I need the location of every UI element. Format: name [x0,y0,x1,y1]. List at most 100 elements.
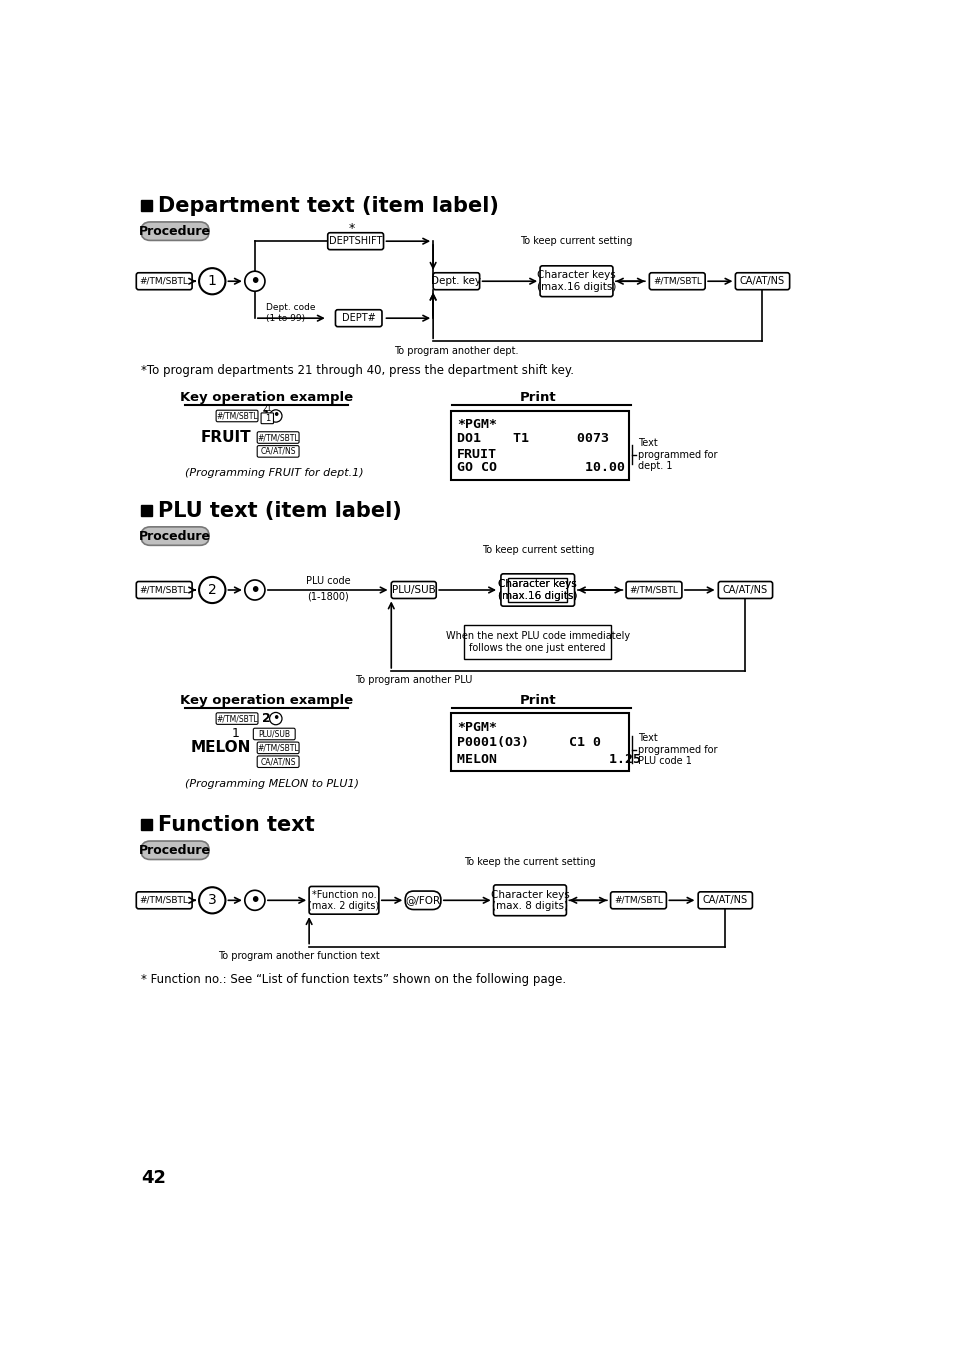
FancyBboxPatch shape [141,840,209,859]
Circle shape [199,888,225,913]
FancyBboxPatch shape [335,310,381,326]
Text: CA/AT/NS: CA/AT/NS [722,585,767,595]
Text: 2: 2 [208,583,216,598]
FancyBboxPatch shape [136,892,192,909]
Text: Function text: Function text [158,815,314,835]
FancyBboxPatch shape [141,223,209,240]
Text: #/TM/SBTL: #/TM/SBTL [652,277,701,286]
Text: #/TM/SBTL: #/TM/SBTL [216,411,257,421]
Text: #/TM/SBTL: #/TM/SBTL [629,585,678,595]
FancyBboxPatch shape [649,272,704,290]
Text: Character keys
(max.16 digits): Character keys (max.16 digits) [497,579,577,600]
Text: Dept. code: Dept. code [266,304,314,312]
Circle shape [245,890,265,911]
Text: *Function no.
(max. 2 digits): *Function no. (max. 2 digits) [308,889,379,911]
FancyBboxPatch shape [257,742,298,754]
FancyBboxPatch shape [261,413,274,424]
Text: MELON: MELON [191,741,251,755]
FancyBboxPatch shape [508,577,567,602]
Text: •: • [272,712,279,726]
Circle shape [270,410,282,422]
Text: Procedure: Procedure [139,225,211,237]
Text: GO CO           10.00: GO CO 10.00 [456,461,624,475]
Text: •: • [272,410,279,422]
Text: MELON              1.25: MELON 1.25 [456,753,640,766]
Text: When the next PLU code immediately
follows the one just entered: When the next PLU code immediately follo… [445,631,629,653]
FancyBboxPatch shape [718,581,772,599]
Text: (Programming FRUIT for dept.1): (Programming FRUIT for dept.1) [185,468,363,479]
Text: Character keys
(max.16 digits): Character keys (max.16 digits) [537,270,616,291]
Text: 2: 2 [261,712,271,726]
Bar [141,819,152,830]
Circle shape [270,712,282,724]
Text: Dept. key: Dept. key [431,277,481,286]
FancyBboxPatch shape [735,272,789,290]
Text: #/TM/SBTL: #/TM/SBTL [257,433,298,442]
FancyBboxPatch shape [328,233,383,250]
Text: PLU code: PLU code [306,576,351,585]
FancyBboxPatch shape [136,272,192,290]
Text: Key operation example: Key operation example [180,391,353,405]
Text: Character keys
(max.16 digits): Character keys (max.16 digits) [497,579,577,600]
Text: To program another dept.: To program another dept. [394,345,518,356]
Text: P0001(O3)     C1 0: P0001(O3) C1 0 [456,737,600,749]
Text: 1: 1 [264,414,270,422]
FancyBboxPatch shape [309,886,378,915]
FancyBboxPatch shape [539,266,612,297]
Text: To keep current setting: To keep current setting [519,236,632,246]
Text: *: * [348,223,355,235]
Text: 1: 1 [208,274,216,289]
Text: #/TM/SBTL: #/TM/SBTL [140,896,189,905]
Text: #/TM/SBTL: #/TM/SBTL [614,896,662,905]
Text: •: • [249,890,260,909]
Text: *To program departments 21 through 40, press the department shift key.: *To program departments 21 through 40, p… [141,364,574,378]
Text: (1 to 99): (1 to 99) [266,314,305,322]
Circle shape [199,577,225,603]
Text: Procedure: Procedure [139,530,211,542]
Text: CA/AT/NS: CA/AT/NS [260,757,295,766]
FancyBboxPatch shape [610,892,666,909]
FancyBboxPatch shape [216,410,257,422]
Text: #/TM/SBTL: #/TM/SBTL [140,585,189,595]
Text: •: • [249,580,260,599]
Bar [141,506,152,517]
Text: *PGM*: *PGM* [456,720,497,734]
FancyBboxPatch shape [391,581,436,599]
Text: Department text (item label): Department text (item label) [158,196,498,216]
FancyBboxPatch shape [493,885,566,916]
Text: PLU text (item label): PLU text (item label) [158,500,401,521]
Text: * Function no.: See “List of function texts” shown on the following page.: * Function no.: See “List of function te… [141,974,565,986]
Text: Key operation example: Key operation example [180,693,353,707]
Bar [464,625,611,660]
Circle shape [245,271,265,291]
FancyBboxPatch shape [698,892,752,909]
Text: 21: 21 [262,403,272,413]
Text: CA/AT/NS: CA/AT/NS [740,277,784,286]
Text: To program another PLU: To program another PLU [355,674,472,685]
FancyBboxPatch shape [257,445,298,457]
Text: *PGM*: *PGM* [456,418,497,432]
Text: Print: Print [518,391,556,405]
FancyBboxPatch shape [136,581,192,599]
Bar [451,714,629,770]
FancyBboxPatch shape [257,755,298,768]
Text: To program another function text: To program another function text [218,951,379,960]
Text: Character keys
(max. 8 digits): Character keys (max. 8 digits) [490,889,569,911]
Text: #/TM/SBTL: #/TM/SBTL [257,743,298,753]
FancyBboxPatch shape [257,432,298,444]
FancyBboxPatch shape [253,728,294,739]
Text: Text
programmed for
PLU code 1: Text programmed for PLU code 1 [638,733,718,766]
Text: 1: 1 [232,727,239,741]
FancyBboxPatch shape [141,527,209,545]
Text: @/FOR: @/FOR [405,896,440,905]
Circle shape [199,268,225,294]
FancyBboxPatch shape [405,892,440,909]
Text: DEPT#: DEPT# [341,313,375,324]
Text: #/TM/SBTL: #/TM/SBTL [140,277,189,286]
Text: Print: Print [518,693,556,707]
Circle shape [245,580,265,600]
Text: PLU/SUB: PLU/SUB [258,730,290,738]
Text: CA/AT/NS: CA/AT/NS [260,447,295,456]
Text: (1-1800): (1-1800) [307,591,349,602]
FancyBboxPatch shape [500,573,574,606]
